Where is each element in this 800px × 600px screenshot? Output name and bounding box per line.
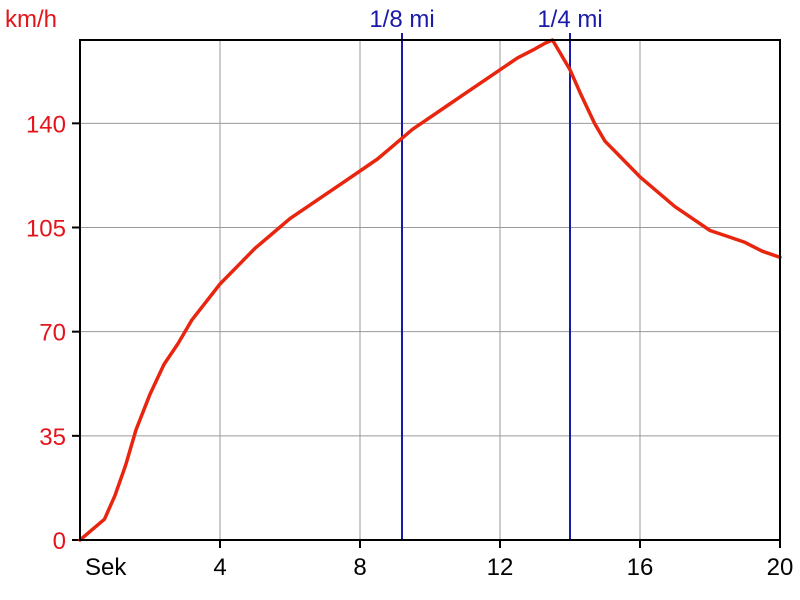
x-tick-label: 20 <box>767 554 794 581</box>
x-tick-label: 12 <box>487 554 514 581</box>
speed-curve <box>78 38 782 542</box>
distance-marker-label: 1/8 mi <box>369 6 434 33</box>
y-axis-unit-label: km/h <box>5 6 57 33</box>
plot-frame <box>79 39 781 541</box>
tick-labels: km/h Sek 4 8 12 16 20 0 35 70 105 140 <box>5 6 793 581</box>
speed-series <box>78 38 782 542</box>
y-tick-label: 105 <box>26 216 66 243</box>
x-tick-label: 8 <box>353 554 366 581</box>
x-tick-label: 4 <box>213 554 226 581</box>
x-tick-label: 16 <box>627 554 654 581</box>
y-tick-label: 0 <box>53 528 66 555</box>
y-tick-label: 140 <box>26 111 66 138</box>
distance-marker-label: 1/4 mi <box>537 6 602 33</box>
distance-markers: 1/8 mi 1/4 mi <box>369 6 603 540</box>
y-tick-label: 70 <box>39 320 66 347</box>
grid-lines <box>72 40 781 548</box>
y-tick-label: 35 <box>39 424 66 451</box>
x-axis-unit-label: Sek <box>85 554 127 581</box>
